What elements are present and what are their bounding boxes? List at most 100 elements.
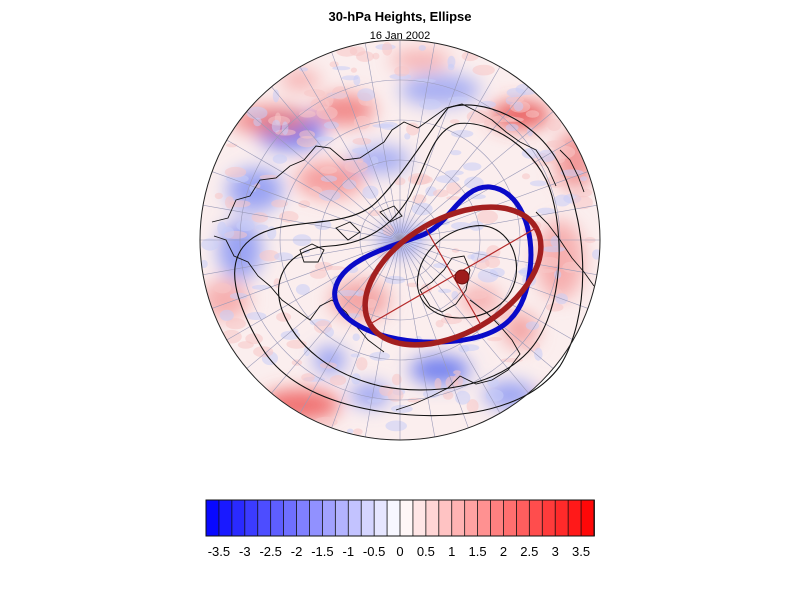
anomaly-speckle [506, 97, 525, 103]
colorbar-tick-label: -3 [239, 544, 251, 559]
colorbar-tick-label: 0 [396, 544, 404, 559]
anomaly-speckle [272, 154, 288, 164]
colorbar-cell [580, 499, 595, 537]
colorbar-cell [464, 499, 479, 537]
anomaly-speckle [451, 129, 474, 138]
anomaly-speckle [213, 283, 232, 294]
colorbar-cell [528, 499, 544, 537]
anomaly-speckle [272, 89, 280, 103]
anomaly-speckle [271, 119, 281, 133]
anomaly-speckle [529, 180, 548, 187]
anomaly-speckle [200, 259, 208, 269]
anomaly-speckle [521, 148, 541, 159]
colorbar-cell [257, 499, 272, 537]
anomaly-speckle [391, 404, 413, 413]
anomaly-speckle [536, 207, 556, 215]
coastline-japan [559, 149, 585, 193]
anomaly-speckle [487, 337, 503, 342]
colorbar-tick-label: 3.5 [572, 544, 591, 559]
colorbar-tick-label: -3.5 [207, 544, 231, 559]
colorbar-cell [321, 499, 337, 537]
anomaly-speckle [391, 373, 402, 386]
red-ellipse-group [362, 204, 544, 348]
anomaly-speckle [449, 119, 460, 124]
anomaly-speckle [320, 166, 337, 174]
anomaly-speckle [477, 210, 498, 224]
anomaly-speckle [574, 268, 583, 276]
meridian-line [200, 239, 401, 277]
colorbar-cell [386, 499, 401, 537]
colorbar-tick-label: 2 [499, 544, 508, 559]
meridian-line [264, 78, 401, 241]
anomaly-speckle [466, 399, 479, 414]
colorbar-cell [477, 499, 492, 537]
meridian-line [399, 40, 437, 241]
chart-date: 16 Jan 2002 [369, 30, 431, 42]
anomaly-speckle [253, 346, 274, 358]
anomaly-speckle [538, 256, 560, 268]
anomaly-speckle [346, 428, 354, 434]
anomaly-speckle [485, 256, 501, 268]
anomaly-speckle [435, 175, 460, 184]
anomaly-speckle [323, 265, 345, 271]
anomaly-speckle [367, 209, 382, 217]
vortex-center-marker [454, 269, 470, 285]
anomaly-speckle [444, 170, 464, 176]
anomaly-patch [390, 50, 450, 70]
anomaly-speckle [324, 92, 334, 107]
colorbar-cell [541, 499, 557, 537]
meridian-line [399, 78, 536, 241]
anomaly-speckle [580, 176, 587, 182]
anomaly-speckle [411, 202, 433, 216]
coastline-greenland [419, 255, 471, 313]
colorbar-tick-label: 2.5 [520, 544, 539, 559]
anomaly-speckle [316, 136, 334, 142]
anomaly-speckle [372, 52, 380, 60]
globe-outline [199, 39, 601, 441]
anomaly-speckle [418, 45, 426, 51]
colorbar-cell [516, 499, 531, 537]
colorbar-cell [554, 499, 570, 537]
anomaly-speckle [350, 67, 357, 73]
anomaly-speckle [406, 122, 420, 136]
colorbar-cell [270, 499, 285, 537]
colorbar-cell [218, 499, 233, 537]
anomaly-speckle [525, 321, 540, 331]
anomaly-speckle [463, 162, 482, 171]
colorbar-cell [347, 499, 363, 537]
red-ellipse [362, 204, 544, 348]
colorbar-cell [399, 499, 414, 537]
anomaly-speckle [246, 106, 268, 120]
colorbar-tick-label: -2 [290, 544, 303, 559]
anomaly-speckle [394, 66, 410, 77]
height-contour-outer [234, 104, 584, 417]
colorbar-cell [490, 499, 505, 537]
anomaly-speckle [280, 330, 301, 340]
height-contour-inner [416, 225, 518, 319]
coastline-alaska [535, 211, 595, 287]
anomaly-speckle [560, 169, 584, 177]
meridian-line [294, 57, 401, 241]
anomaly-speckle [318, 189, 341, 201]
meridian-line [399, 239, 473, 438]
anomaly-speckle [224, 166, 247, 178]
anomaly-speckle [296, 136, 318, 148]
anomaly-speckle [214, 192, 223, 200]
colorbar-tick-label: 1.5 [468, 544, 487, 559]
anomaly-speckle [469, 292, 488, 299]
meridian-line [399, 57, 506, 241]
anomaly-speckle [385, 420, 408, 432]
anomaly-speckle [301, 373, 315, 382]
colorbar-cell [425, 499, 440, 537]
meridian-line [399, 104, 562, 241]
meridian-line [399, 239, 600, 277]
anomaly-speckle [304, 89, 325, 98]
anomaly-speckle [337, 290, 359, 297]
anomaly-speckle [450, 150, 462, 156]
meridian-line [202, 239, 401, 313]
anomaly-speckle [547, 118, 562, 131]
anomaly-speckle [352, 137, 372, 145]
anomaly-speckle [357, 158, 364, 163]
